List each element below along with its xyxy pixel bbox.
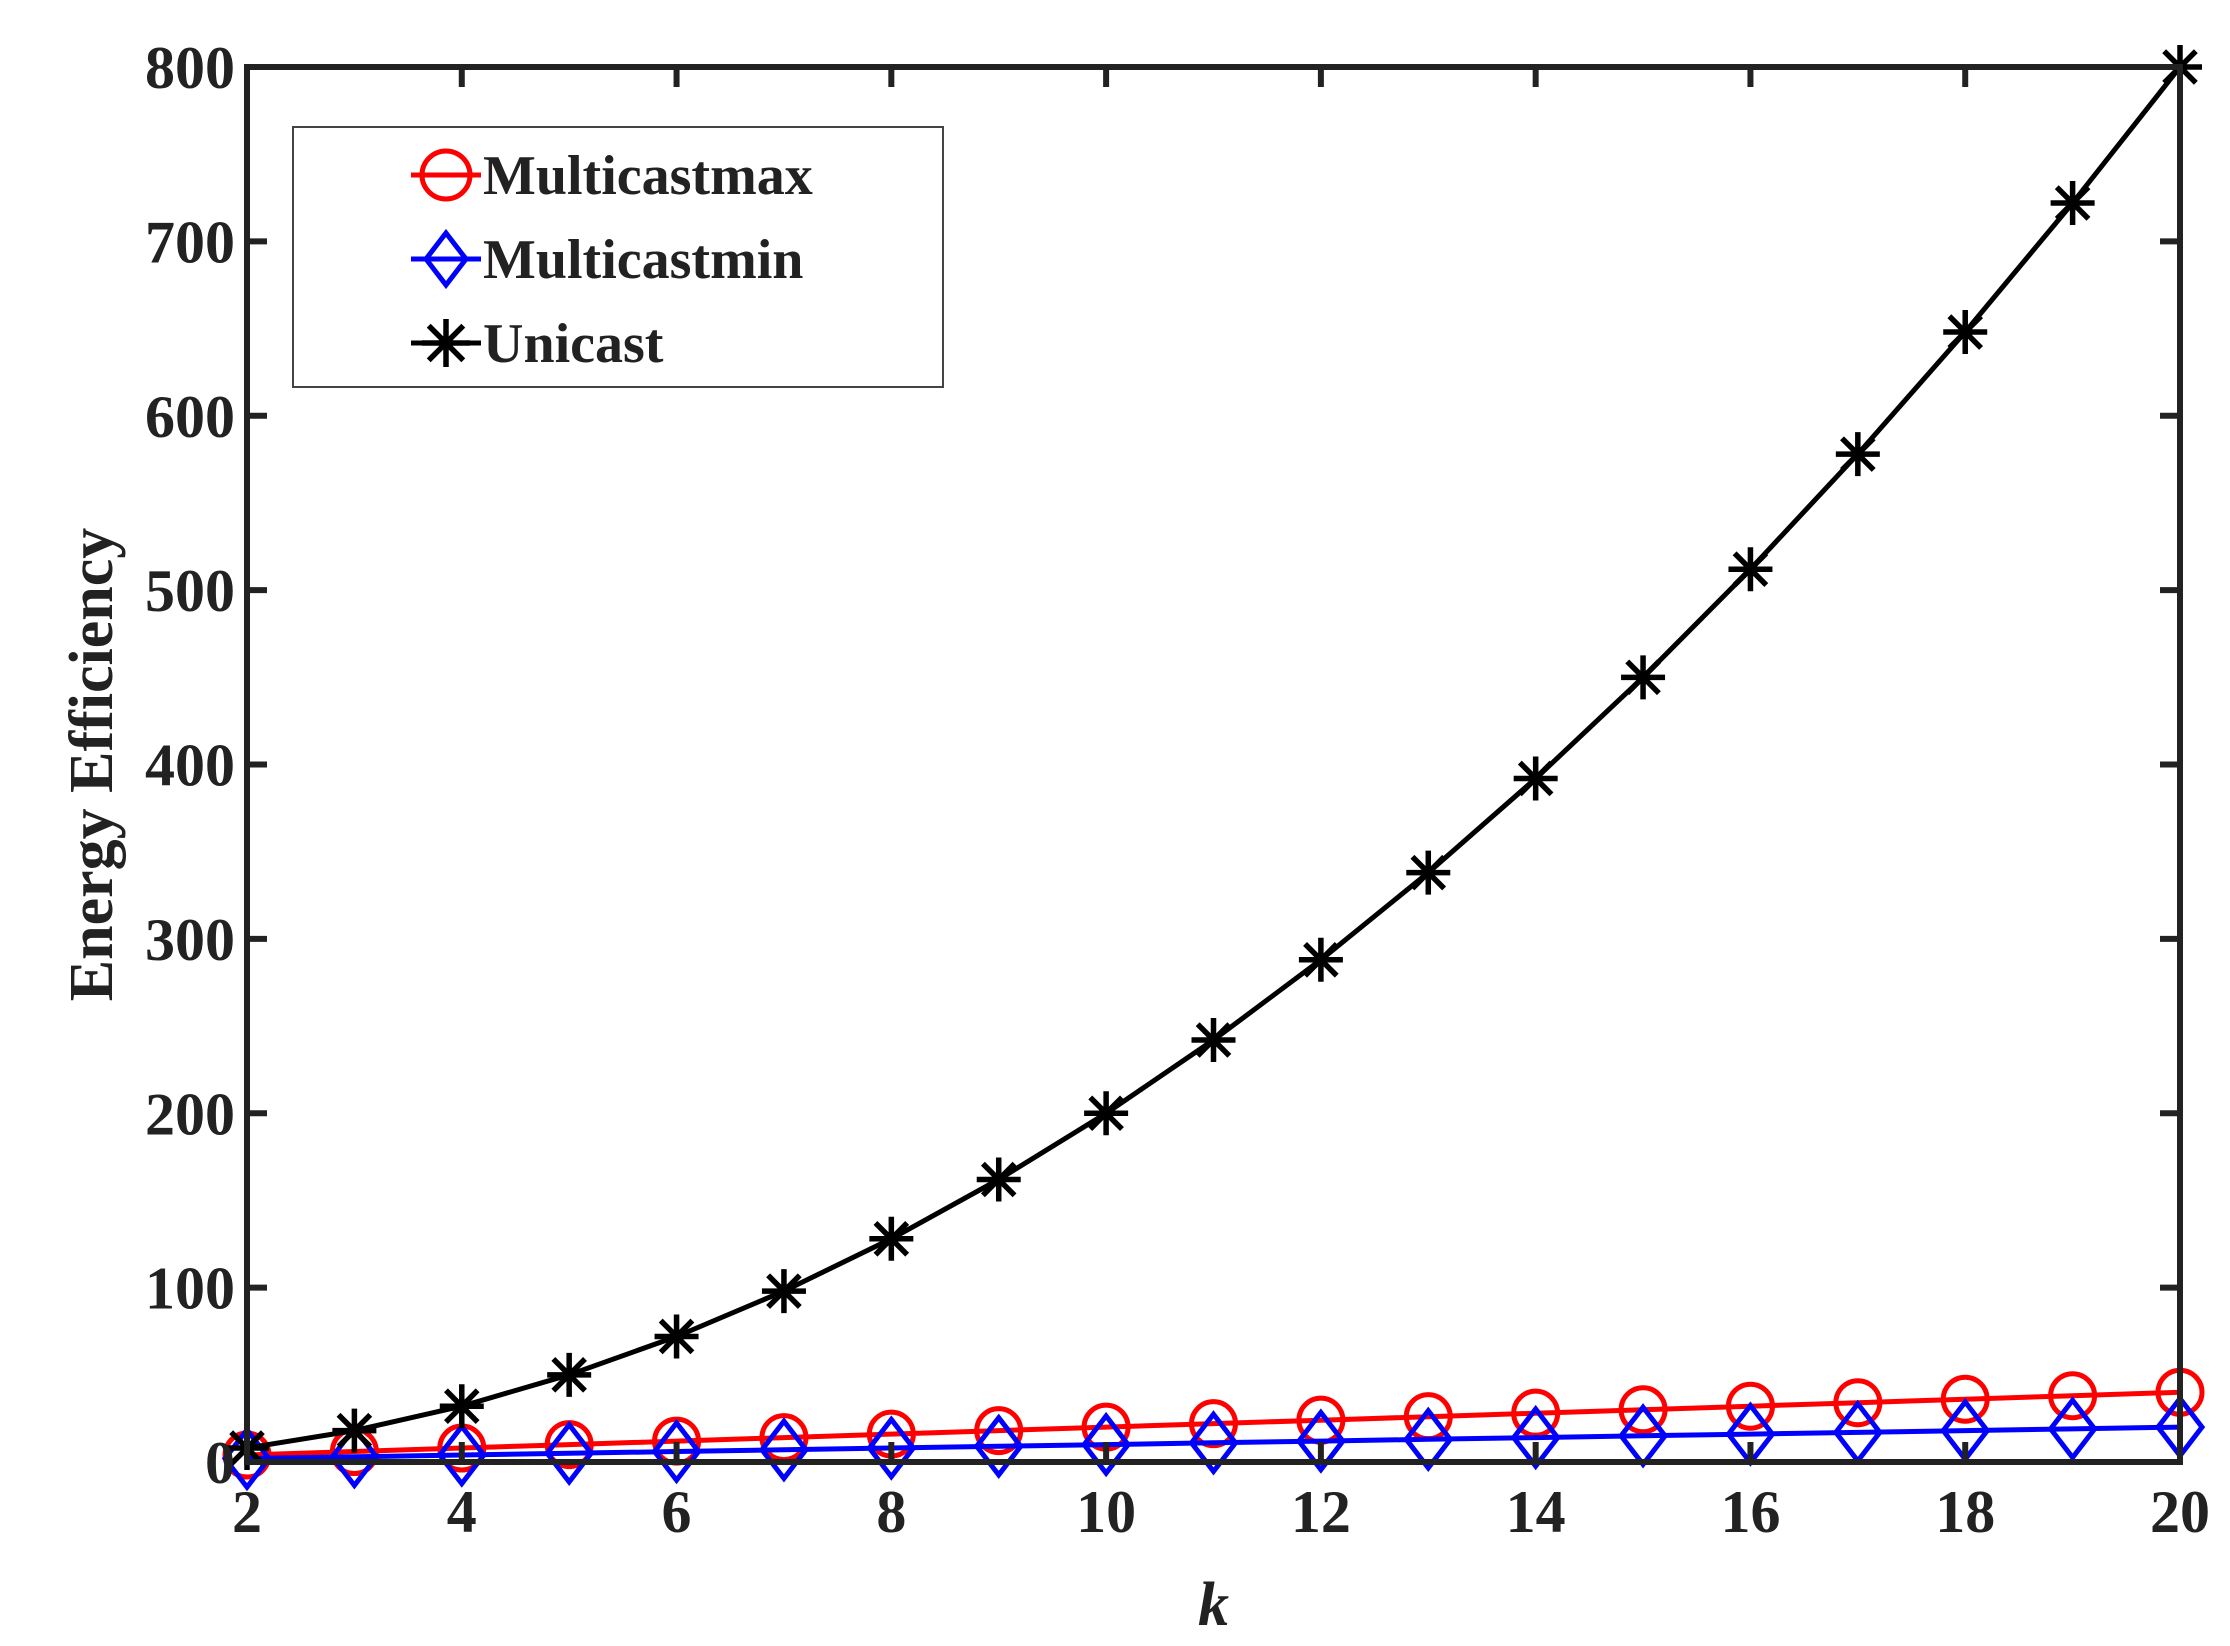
y-tick-label-600: 600 [145,384,235,450]
legend-marker-multicastmin [422,228,470,290]
y-tick-label-700: 700 [145,209,235,275]
data-point-multicastmax-11 [1189,1399,1238,1449]
x-tick-label-20: 20 [2150,1479,2210,1545]
data-point-unicast-17 [1835,432,1880,477]
data-point-multicastmin-8 [866,1415,917,1481]
plot-layer [221,45,2206,1492]
data-point-multicastmax-19 [2048,1371,2098,1421]
legend-box [292,126,944,388]
x-tick-label-8: 8 [876,1479,906,1545]
data-point-unicast-6 [654,1314,699,1359]
data-point-unicast-5 [547,1352,592,1397]
y-tick-label-400: 400 [145,733,235,799]
legend-label-multicastmax: Multicastmax [483,145,813,207]
data-point-unicast-9 [976,1157,1021,1202]
data-point-unicast-10 [1084,1091,1129,1136]
data-point-multicastmin-14 [1510,1404,1561,1471]
data-point-multicastmin-5 [544,1420,595,1486]
legend-entry-multicastmax: Multicastmax [411,145,813,207]
data-point-multicastmax-9 [974,1406,1024,1456]
data-point-unicast-11 [1191,1018,1236,1063]
data-point-multicastmin-7 [758,1417,810,1483]
data-point-multicastmin-6 [651,1418,702,1485]
data-point-unicast-16 [1728,547,1773,592]
y-tick-label-300: 300 [145,907,235,973]
data-point-multicastmax-18 [1940,1374,1990,1424]
y-tick-label-500: 500 [145,558,235,624]
data-point-multicastmin-10 [1080,1411,1132,1478]
y-tick-label-200: 200 [145,1081,235,1147]
series-line-multicastmin [246,1424,2181,1461]
x-tick-label-10: 10 [1076,1479,1136,1545]
x-tick-label-16: 16 [1720,1479,1780,1545]
data-point-multicastmin-19 [2047,1396,2098,1462]
data-point-multicastmax-16 [1725,1381,1775,1431]
legend-marker-unicast [422,319,470,367]
legend-entry-unicast: Unicast [411,313,664,375]
legend-entry-multicastmin: Multicastmin [411,228,803,291]
data-point-multicastmin-12 [1295,1408,1347,1474]
y-axis-title: Energy Efficiency [58,528,126,1002]
x-tick-label-12: 12 [1291,1479,1351,1545]
legend: Multicastmax Multicastmin Unicast [292,126,944,388]
x-tick-label-14: 14 [1506,1479,1566,1545]
x-tick-label-18: 18 [1935,1479,1995,1545]
data-point-multicastmin-11 [1188,1410,1239,1476]
data-point-unicast-7 [761,1269,806,1314]
x-tick-label-4: 4 [447,1479,477,1545]
y-tick-label-100: 100 [145,1256,235,1322]
data-point-unicast-19 [2050,181,2095,226]
series-multicastmin [221,1394,2206,1492]
data-point-unicast-13 [1406,850,1451,895]
data-point-multicastmin-13 [1403,1406,1454,1473]
data-point-unicast-14 [1513,756,1558,801]
data-point-multicastmin-4 [436,1422,487,1488]
data-point-multicastmax-15 [1618,1385,1668,1435]
x-tick-label-6: 6 [662,1479,692,1545]
data-point-multicastmax-17 [1833,1378,1883,1428]
data-point-multicastmin-9 [973,1413,1024,1480]
y-tick-label-0: 0 [205,1430,235,1496]
x-axis-title: k [1198,1571,1229,1639]
data-point-unicast-8 [869,1216,914,1261]
data-point-unicast-15 [1621,655,1666,700]
axes-layer: 2 4 6 8 10 12 14 16 18 20010020030040050060070080… [58,35,2210,1639]
legend-label-unicast: Unicast [483,313,664,375]
y-tick-label-800: 800 [145,35,235,101]
data-point-unicast-18 [1943,310,1988,355]
x-tick-label-2: 2 [232,1479,262,1545]
legend-marker-multicastmax [419,148,473,202]
data-point-unicast-3 [332,1408,377,1453]
data-point-unicast-12 [1298,937,1343,982]
data-point-unicast-4 [439,1384,484,1429]
legend-label-multicastmin: Multicastmin [483,229,803,291]
